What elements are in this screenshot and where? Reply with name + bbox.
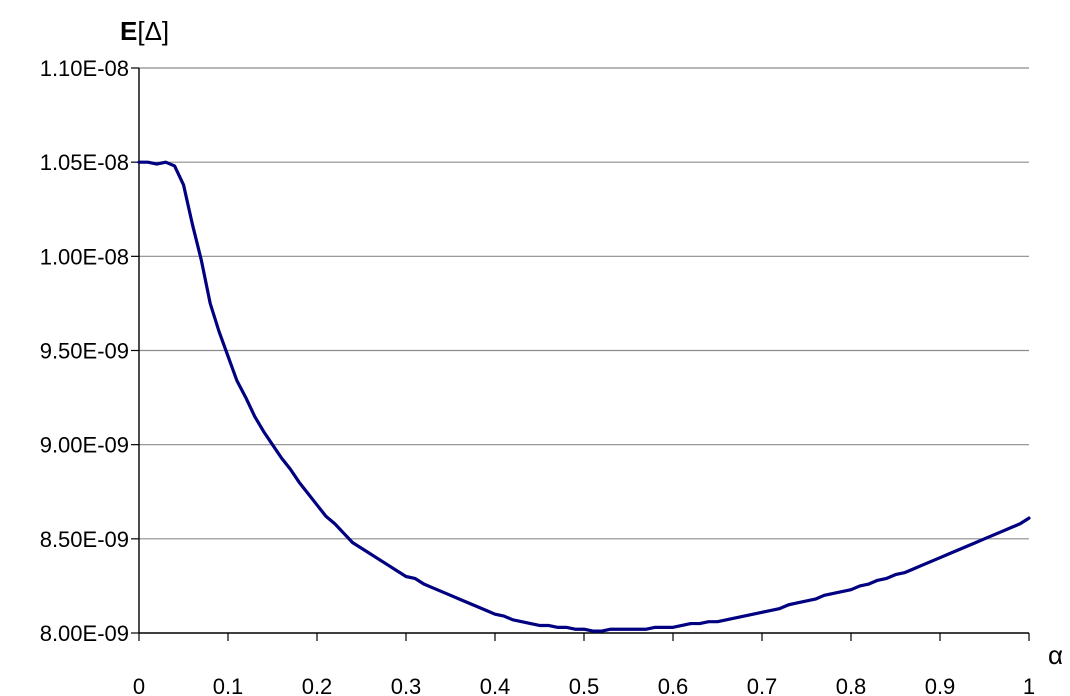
y-axis-title-bold: E: [120, 16, 137, 46]
x-axis-title: α: [1048, 640, 1063, 670]
y-tick-label: 9.50E-09: [40, 339, 129, 364]
y-tick-label: 8.00E-09: [40, 621, 129, 646]
tick-marks: [131, 67, 1030, 641]
x-tick-label: 0.6: [658, 674, 689, 696]
x-tick-label: 0.8: [836, 674, 867, 696]
x-tick-label: 0.3: [391, 674, 422, 696]
y-tick-labels: 8.00E-09 8.50E-09 9.00E-09 9.50E-09 1.00E-08…: [40, 56, 129, 646]
gridlines: [139, 67, 1029, 540]
x-tick-labels: 0 0.1 0.2 0.3 0.4 0.5 0.6 0.7 0.8 0.9 1: [133, 674, 1035, 696]
x-tick-label: 0.5: [569, 674, 600, 696]
x-tick-label: 0.2: [302, 674, 333, 696]
y-tick-label: 8.50E-09: [40, 527, 129, 552]
x-tick-label: 0.7: [747, 674, 778, 696]
y-axis-title-rest: [Δ]: [137, 16, 169, 46]
x-tick-label: 0.1: [213, 674, 244, 696]
series-group: [137, 160, 1031, 633]
y-axis-title: E[Δ]: [120, 16, 169, 46]
x-tick-label: 0.9: [925, 674, 956, 696]
x-tick-label: 0: [133, 674, 145, 696]
y-tick-label: 1.10E-08: [40, 56, 129, 81]
y-tick-label: 1.00E-08: [40, 244, 129, 269]
x-tick-label: 1: [1023, 674, 1035, 696]
y-tick-label: 1.05E-08: [40, 150, 129, 175]
y-tick-label: 9.00E-09: [40, 433, 129, 458]
x-tick-label: 0.4: [480, 674, 511, 696]
series-line: [137, 160, 1031, 633]
